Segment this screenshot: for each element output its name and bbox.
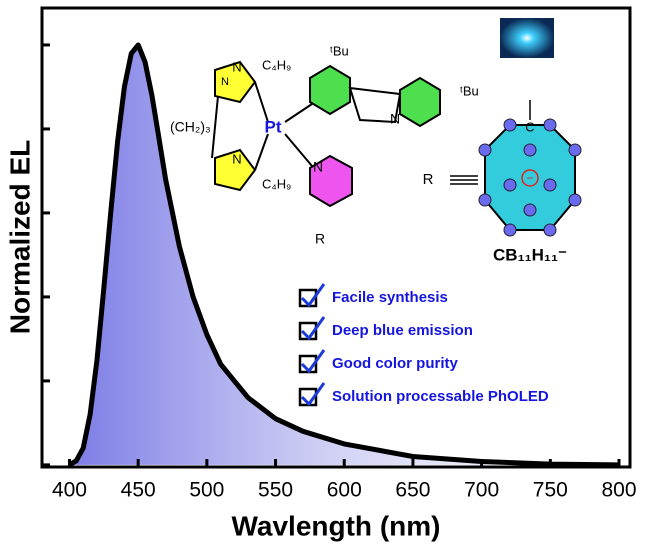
y-axis-title: Normalized EL xyxy=(4,140,35,334)
structure-label: CB₁₁H₁₁⁻ xyxy=(493,245,567,264)
structure-label: N xyxy=(232,59,241,74)
checklist-item: Solution processable PhOLED xyxy=(332,388,549,405)
x-tick-label: 500 xyxy=(189,479,224,502)
x-tick-label: 650 xyxy=(395,479,430,502)
x-tick-label: 600 xyxy=(327,479,362,502)
check-mark xyxy=(300,283,326,308)
structure-label: R xyxy=(423,171,434,188)
line xyxy=(68,42,620,468)
structure-label: C₄H₉ xyxy=(262,57,291,72)
plot-frame xyxy=(40,6,632,469)
x-tick-label: 400 xyxy=(52,479,87,502)
molecule-structure: − xyxy=(211,18,582,237)
structure-label: N xyxy=(390,111,400,127)
structure-label: N xyxy=(232,151,241,166)
x-tick-label: 800 xyxy=(601,479,636,502)
check-mark xyxy=(300,316,326,341)
structure-label: Pt xyxy=(265,117,282,136)
structure-label: N xyxy=(313,159,323,175)
structure-label: R xyxy=(315,231,325,247)
x-tick-label: 700 xyxy=(464,479,499,502)
checklist-item: Deep blue emission xyxy=(332,322,473,339)
charge: − xyxy=(526,171,533,185)
structure-label: ᵗBu xyxy=(460,83,479,98)
structure-label: C xyxy=(525,119,534,134)
x-tick-label: 750 xyxy=(533,479,568,502)
structure-label: N xyxy=(221,76,229,88)
structure-label: C₄H₉ xyxy=(262,176,291,191)
structure-label: (CH₂)₃ xyxy=(170,119,211,135)
check-mark xyxy=(300,382,326,407)
checklist-item: Facile synthesis xyxy=(332,289,448,306)
x-tick-label: 450 xyxy=(121,479,156,502)
x-axis-title: Wavlength (nm) xyxy=(232,510,441,541)
structure-label: ᵗBu xyxy=(330,43,349,58)
area xyxy=(69,45,620,465)
x-tick-label: 550 xyxy=(258,479,293,502)
check-mark xyxy=(300,349,326,374)
checklist-item: Good color purity xyxy=(332,355,458,372)
